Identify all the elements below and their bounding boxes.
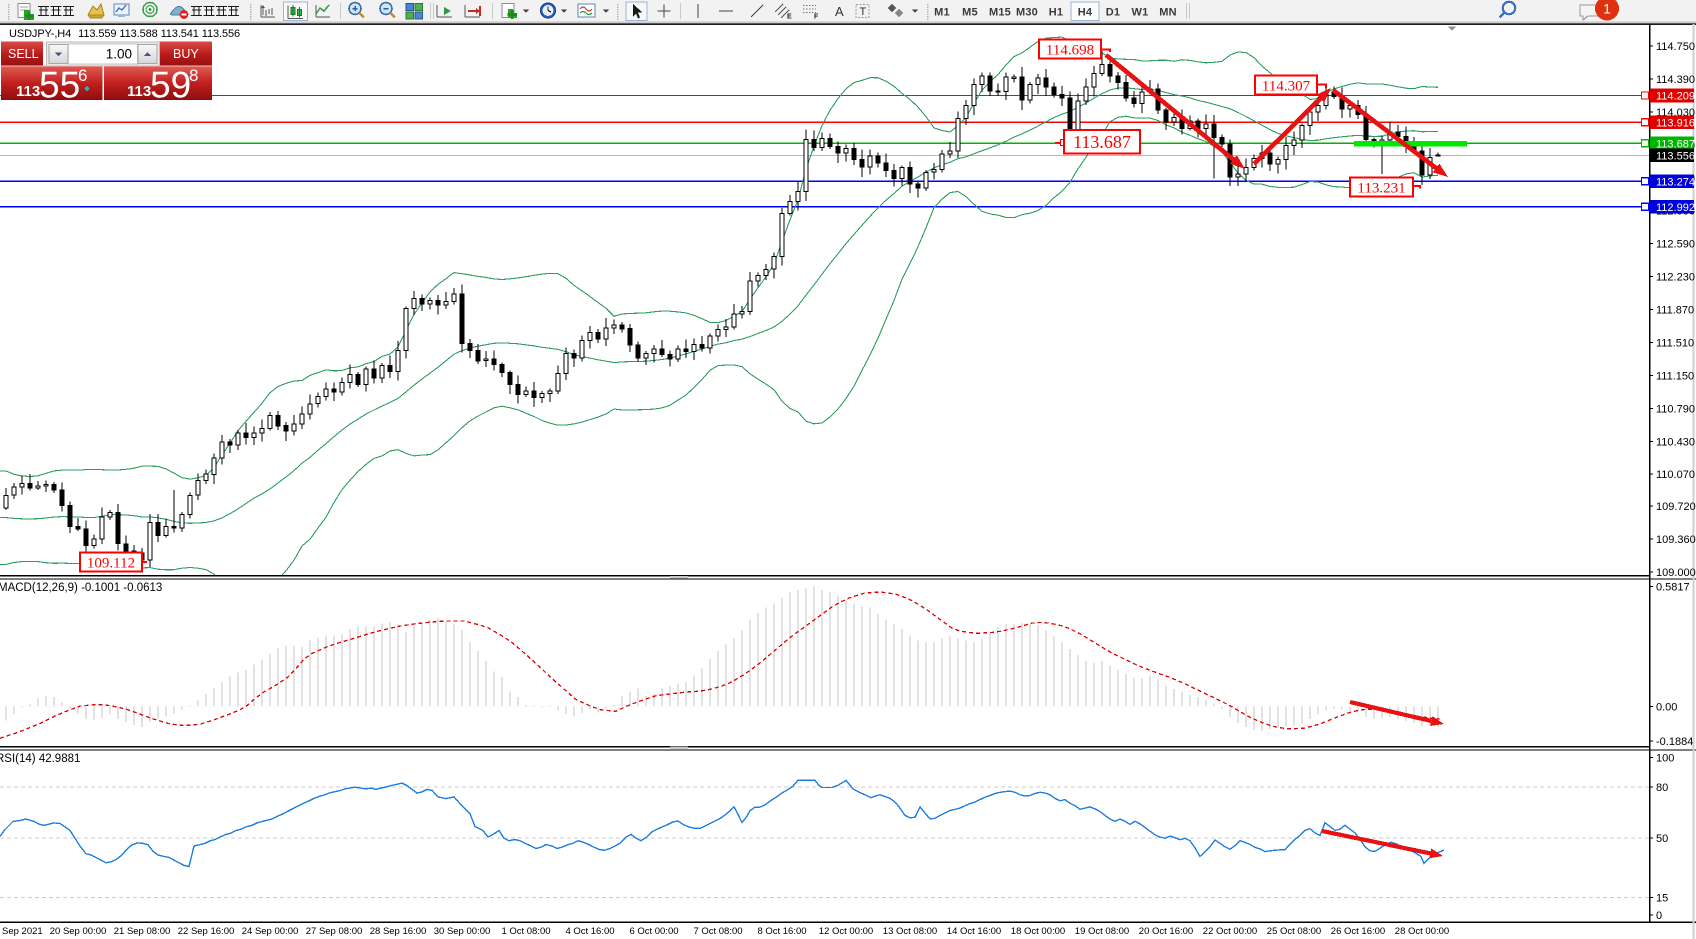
- svg-text:112.992: 112.992: [1656, 202, 1695, 214]
- svg-text:109.000: 109.000: [1656, 567, 1696, 579]
- svg-text:19 Oct 08:00: 19 Oct 08:00: [1075, 926, 1129, 937]
- svg-text:111.150: 111.150: [1656, 370, 1694, 382]
- svg-text:114.698: 114.698: [1046, 42, 1094, 58]
- svg-text:6: 6: [78, 66, 87, 85]
- svg-text:110.070: 110.070: [1656, 469, 1695, 481]
- svg-text:28 Sep 16:00: 28 Sep 16:00: [370, 926, 427, 937]
- svg-text:M1: M1: [934, 7, 950, 19]
- svg-text:0.5817: 0.5817: [1656, 582, 1690, 594]
- svg-text:0.00: 0.00: [1656, 702, 1677, 714]
- svg-text:113.231: 113.231: [1357, 180, 1405, 196]
- svg-text:W1: W1: [1132, 7, 1149, 19]
- svg-text:D1: D1: [1106, 7, 1120, 19]
- svg-text:18 Oct 00:00: 18 Oct 00:00: [1011, 926, 1065, 937]
- svg-text:7 Oct 08:00: 7 Oct 08:00: [693, 926, 742, 937]
- svg-text:24 Sep 00:00: 24 Sep 00:00: [242, 926, 299, 937]
- svg-text:113: 113: [127, 83, 151, 100]
- svg-text:21 Sep 08:00: 21 Sep 08:00: [114, 926, 171, 937]
- svg-text:109.720: 109.720: [1656, 501, 1696, 513]
- svg-text:A: A: [835, 4, 844, 19]
- svg-text:BUY: BUY: [173, 47, 199, 61]
- svg-text:109.360: 109.360: [1656, 534, 1696, 546]
- svg-text:M15: M15: [989, 7, 1011, 19]
- svg-text:13 Oct 08:00: 13 Oct 08:00: [883, 926, 937, 937]
- svg-text:22 Oct 00:00: 22 Oct 00:00: [1203, 926, 1257, 937]
- svg-text:8 Oct 16:00: 8 Oct 16:00: [757, 926, 806, 937]
- svg-text:6 Oct 00:00: 6 Oct 00:00: [629, 926, 678, 937]
- svg-text:100: 100: [1656, 753, 1674, 765]
- svg-text:114.209: 114.209: [1656, 91, 1695, 103]
- svg-text:MACD(12,26,9) -0.1001 -0.0613: MACD(12,26,9) -0.1001 -0.0613: [0, 582, 162, 594]
- svg-text:25 Oct 08:00: 25 Oct 08:00: [1267, 926, 1321, 937]
- svg-text:114.750: 114.750: [1656, 41, 1695, 53]
- svg-text:27 Sep 08:00: 27 Sep 08:00: [306, 926, 363, 937]
- svg-text:113.687: 113.687: [1073, 132, 1131, 152]
- svg-text:112.590: 112.590: [1656, 239, 1695, 251]
- svg-text:26 Oct 16:00: 26 Oct 16:00: [1331, 926, 1385, 937]
- svg-text:H4: H4: [1078, 7, 1093, 19]
- svg-text:-0.1884: -0.1884: [1656, 736, 1693, 748]
- svg-text:MN: MN: [1159, 7, 1177, 19]
- svg-text:M30: M30: [1016, 7, 1038, 19]
- svg-text:8: 8: [189, 66, 198, 85]
- svg-text:111.510: 111.510: [1656, 338, 1694, 350]
- svg-text:4 Oct 16:00: 4 Oct 16:00: [565, 926, 614, 937]
- svg-text:109.112: 109.112: [87, 555, 135, 571]
- svg-text:22 Sep 16:00: 22 Sep 16:00: [178, 926, 235, 937]
- svg-text:112.230: 112.230: [1656, 272, 1695, 284]
- svg-text:110.430: 110.430: [1656, 436, 1695, 448]
- svg-text:M5: M5: [962, 7, 978, 19]
- svg-text:14 Oct 16:00: 14 Oct 16:00: [947, 926, 1001, 937]
- svg-text:113.274: 113.274: [1656, 176, 1695, 188]
- svg-text:113: 113: [16, 83, 40, 100]
- svg-text:113.556: 113.556: [1656, 151, 1695, 163]
- svg-text:28 Oct 00:00: 28 Oct 00:00: [1395, 926, 1449, 937]
- svg-text:F: F: [814, 14, 819, 21]
- svg-text:111.870: 111.870: [1656, 305, 1694, 317]
- svg-text:114.307: 114.307: [1262, 78, 1311, 94]
- svg-text:59: 59: [150, 65, 191, 106]
- svg-text:113.687: 113.687: [1656, 139, 1695, 151]
- svg-text:15: 15: [1656, 893, 1668, 905]
- svg-text:0: 0: [1656, 910, 1662, 922]
- svg-text:30 Sep 00:00: 30 Sep 00:00: [434, 926, 491, 937]
- svg-text:T: T: [860, 6, 867, 18]
- svg-text:20 Sep 00:00: 20 Sep 00:00: [50, 926, 107, 937]
- svg-text:114.390: 114.390: [1656, 74, 1695, 86]
- svg-text:113.916: 113.916: [1656, 118, 1695, 130]
- svg-text:Sep 2021: Sep 2021: [2, 926, 43, 937]
- svg-text:1 Oct 08:00: 1 Oct 08:00: [501, 926, 550, 937]
- svg-text:55: 55: [39, 65, 80, 106]
- svg-text:1.00: 1.00: [106, 47, 132, 62]
- svg-text:1: 1: [1603, 1, 1611, 17]
- svg-text:12 Oct 00:00: 12 Oct 00:00: [819, 926, 873, 937]
- svg-text:SELL: SELL: [8, 47, 39, 61]
- svg-text:E: E: [787, 14, 792, 21]
- svg-text:110.790: 110.790: [1656, 403, 1695, 415]
- svg-text:H1: H1: [1049, 7, 1063, 19]
- svg-text:80: 80: [1656, 782, 1668, 794]
- svg-text:RSI(14) 42.9881: RSI(14) 42.9881: [0, 753, 80, 765]
- svg-text:20 Oct 16:00: 20 Oct 16:00: [1139, 926, 1193, 937]
- svg-text:50: 50: [1656, 833, 1668, 845]
